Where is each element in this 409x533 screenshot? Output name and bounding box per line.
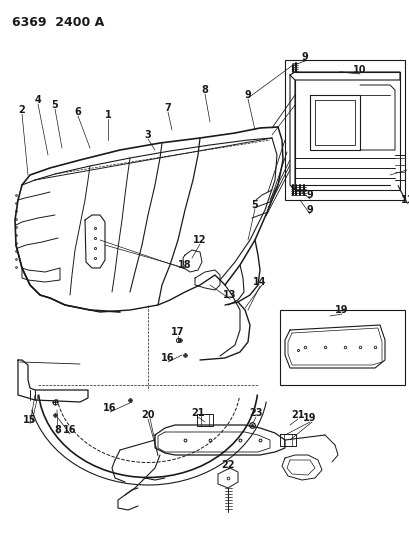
Text: 1: 1 <box>104 110 111 120</box>
Text: 23: 23 <box>249 408 262 418</box>
Text: 8: 8 <box>201 85 208 95</box>
Text: 12: 12 <box>193 235 206 245</box>
Text: 21: 21 <box>191 408 204 418</box>
Text: 7: 7 <box>164 103 171 113</box>
Text: 21: 21 <box>290 410 304 420</box>
Text: 15: 15 <box>23 415 37 425</box>
Text: 5: 5 <box>52 100 58 110</box>
Text: 6369  2400 A: 6369 2400 A <box>12 16 104 29</box>
Text: 22: 22 <box>221 460 234 470</box>
Text: 17: 17 <box>171 327 184 337</box>
Text: 16: 16 <box>63 425 76 435</box>
Text: 16: 16 <box>103 403 117 413</box>
Text: 9: 9 <box>301 52 308 62</box>
Text: 11: 11 <box>400 195 409 205</box>
Text: 9: 9 <box>306 190 312 200</box>
Bar <box>284 60 404 200</box>
Text: 9: 9 <box>244 90 251 100</box>
Text: 14: 14 <box>253 277 266 287</box>
Text: 18: 18 <box>178 260 191 270</box>
Text: 9: 9 <box>306 205 312 215</box>
Text: 19: 19 <box>303 413 316 423</box>
Text: 13: 13 <box>223 290 236 300</box>
Text: 16: 16 <box>161 353 174 363</box>
Text: 19: 19 <box>335 305 348 315</box>
Text: 6: 6 <box>74 107 81 117</box>
Text: 8: 8 <box>54 425 61 435</box>
Text: 20: 20 <box>141 410 154 420</box>
Text: 5: 5 <box>251 200 258 210</box>
Text: 2: 2 <box>18 105 25 115</box>
Text: 10: 10 <box>353 65 366 75</box>
Text: 4: 4 <box>34 95 41 105</box>
Text: 3: 3 <box>144 130 151 140</box>
Bar <box>279 310 404 385</box>
